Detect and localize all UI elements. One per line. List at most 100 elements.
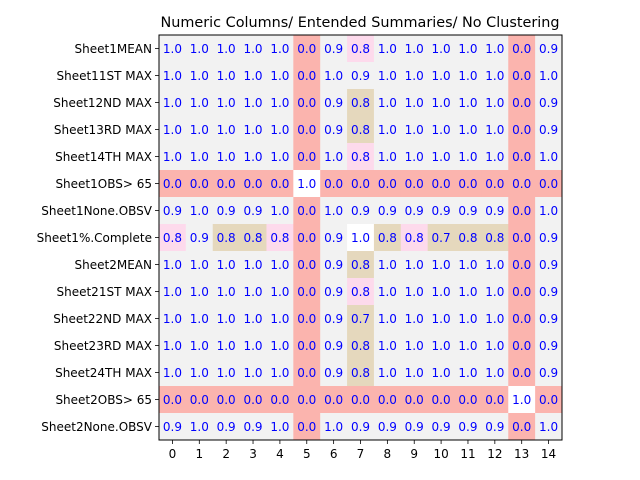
cell-value-label: 0.0 bbox=[458, 177, 477, 191]
heatmap-cell bbox=[293, 251, 321, 279]
heatmap-cell bbox=[266, 89, 294, 117]
heatmap-cell bbox=[239, 224, 267, 252]
y-tick-label: Sheet23RD MAX bbox=[54, 339, 152, 353]
cell-value-label: 1.0 bbox=[190, 312, 209, 326]
cell-value-label: 1.0 bbox=[217, 258, 236, 272]
cell-value-label: 0.0 bbox=[512, 42, 531, 56]
heatmap-cell bbox=[481, 278, 509, 306]
cell-value-label: 0.9 bbox=[351, 69, 370, 83]
heatmap-cell bbox=[454, 278, 482, 306]
cell-value-label: 1.0 bbox=[485, 123, 504, 137]
heatmap-cell bbox=[427, 170, 456, 198]
heatmap-cell bbox=[320, 62, 348, 90]
heatmap-cell bbox=[454, 413, 482, 441]
cell-value-label: 0.9 bbox=[539, 231, 558, 245]
cell-value-label: 0.0 bbox=[297, 96, 316, 110]
cell-value-label: 0.0 bbox=[405, 393, 424, 407]
cell-value-label: 1.0 bbox=[351, 231, 370, 245]
cell-value-label: 0.0 bbox=[297, 123, 316, 137]
cell-value-label: 1.0 bbox=[432, 258, 451, 272]
cell-value-label: 0.9 bbox=[324, 285, 343, 299]
heatmap-cell bbox=[454, 62, 482, 90]
heatmap-cell bbox=[454, 251, 482, 279]
heatmap-cell bbox=[427, 359, 456, 387]
cell-value-label: 1.0 bbox=[243, 312, 262, 326]
cell-value-label: 1.0 bbox=[485, 285, 504, 299]
y-tick-label: Sheet24TH MAX bbox=[55, 366, 152, 380]
cell-value-label: 1.0 bbox=[270, 420, 289, 434]
cell-value-label: 0.9 bbox=[539, 42, 558, 56]
heatmap-cell bbox=[535, 35, 563, 63]
heatmap-cell bbox=[427, 143, 456, 171]
cell-value-label: 1.0 bbox=[243, 150, 262, 164]
cell-value-label: 0.9 bbox=[163, 204, 182, 218]
cell-value-label: 0.9 bbox=[405, 420, 424, 434]
heatmap-cell bbox=[508, 359, 536, 387]
cell-value-label: 0.0 bbox=[297, 339, 316, 353]
cell-value-label: 0.9 bbox=[539, 123, 558, 137]
heatmap-cell bbox=[320, 89, 348, 117]
heatmap-cell bbox=[400, 305, 429, 333]
heatmap-cell bbox=[454, 143, 482, 171]
heatmap-cell bbox=[400, 278, 429, 306]
heatmap-cell bbox=[373, 359, 402, 387]
heatmap-cell bbox=[535, 116, 563, 144]
x-tick-label: 8 bbox=[384, 447, 392, 461]
cell-value-label: 1.0 bbox=[163, 312, 182, 326]
x-tick-label: 14 bbox=[541, 447, 556, 461]
cell-value-label: 0.9 bbox=[324, 366, 343, 380]
cell-value-label: 0.9 bbox=[539, 285, 558, 299]
heatmap-cell bbox=[347, 62, 375, 90]
heatmap-cell bbox=[373, 413, 402, 441]
heatmap-cell bbox=[481, 332, 509, 360]
heatmap-cell bbox=[481, 251, 509, 279]
cell-value-label: 1.0 bbox=[190, 285, 209, 299]
cell-value-label: 1.0 bbox=[485, 69, 504, 83]
heatmap-cell bbox=[185, 89, 214, 117]
cell-value-label: 1.0 bbox=[539, 204, 558, 218]
cell-value-label: 1.0 bbox=[378, 96, 397, 110]
y-tick-label: Sheet1%.Complete bbox=[37, 231, 152, 245]
heatmap-cell bbox=[508, 89, 536, 117]
cell-value-label: 0.9 bbox=[539, 96, 558, 110]
heatmap-cell bbox=[373, 116, 402, 144]
cell-value-label: 1.0 bbox=[243, 42, 262, 56]
heatmap-cell bbox=[373, 143, 402, 171]
cell-value-label: 1.0 bbox=[190, 123, 209, 137]
cell-value-label: 1.0 bbox=[163, 366, 182, 380]
heatmap-cell bbox=[185, 359, 214, 387]
heatmap-cell bbox=[400, 116, 429, 144]
x-tick-label: 13 bbox=[514, 447, 529, 461]
heatmap-cell bbox=[481, 305, 509, 333]
cell-value-label: 0.0 bbox=[512, 258, 531, 272]
cell-value-label: 0.0 bbox=[432, 393, 451, 407]
heatmap-cell bbox=[266, 62, 294, 90]
cell-value-label: 1.0 bbox=[432, 96, 451, 110]
cell-value-label: 1.0 bbox=[163, 123, 182, 137]
cell-value-label: 1.0 bbox=[217, 42, 236, 56]
cell-value-label: 1.0 bbox=[378, 69, 397, 83]
cell-value-label: 0.9 bbox=[539, 312, 558, 326]
cell-value-label: 0.0 bbox=[297, 231, 316, 245]
heatmap-cell bbox=[266, 386, 294, 414]
y-tick-label: Sheet14TH MAX bbox=[55, 150, 152, 164]
heatmap-cell bbox=[320, 332, 348, 360]
heatmap-cell bbox=[373, 62, 402, 90]
cell-value-label: 1.0 bbox=[405, 258, 424, 272]
y-axis: Sheet1MEAN Sheet11ST MAX Sheet12ND MAX Shee… bbox=[37, 42, 159, 434]
heatmap-cell bbox=[373, 35, 402, 63]
cell-value-label: 0.9 bbox=[217, 420, 236, 434]
cell-value-label: 0.8 bbox=[351, 96, 370, 110]
y-tick-label: Sheet12ND MAX bbox=[53, 96, 152, 110]
cell-value-label: 0.8 bbox=[243, 231, 262, 245]
cell-value-label: 1.0 bbox=[485, 366, 504, 380]
cell-value-label: 1.0 bbox=[432, 123, 451, 137]
x-tick-label: 6 bbox=[330, 447, 338, 461]
x-tick-label: 9 bbox=[410, 447, 418, 461]
x-tick-label: 5 bbox=[303, 447, 311, 461]
cell-value-label: 1.0 bbox=[190, 150, 209, 164]
heatmap-cell bbox=[373, 305, 402, 333]
cell-value-label: 1.0 bbox=[485, 339, 504, 353]
heatmap-cell bbox=[535, 305, 563, 333]
heatmap-cell bbox=[320, 35, 348, 63]
